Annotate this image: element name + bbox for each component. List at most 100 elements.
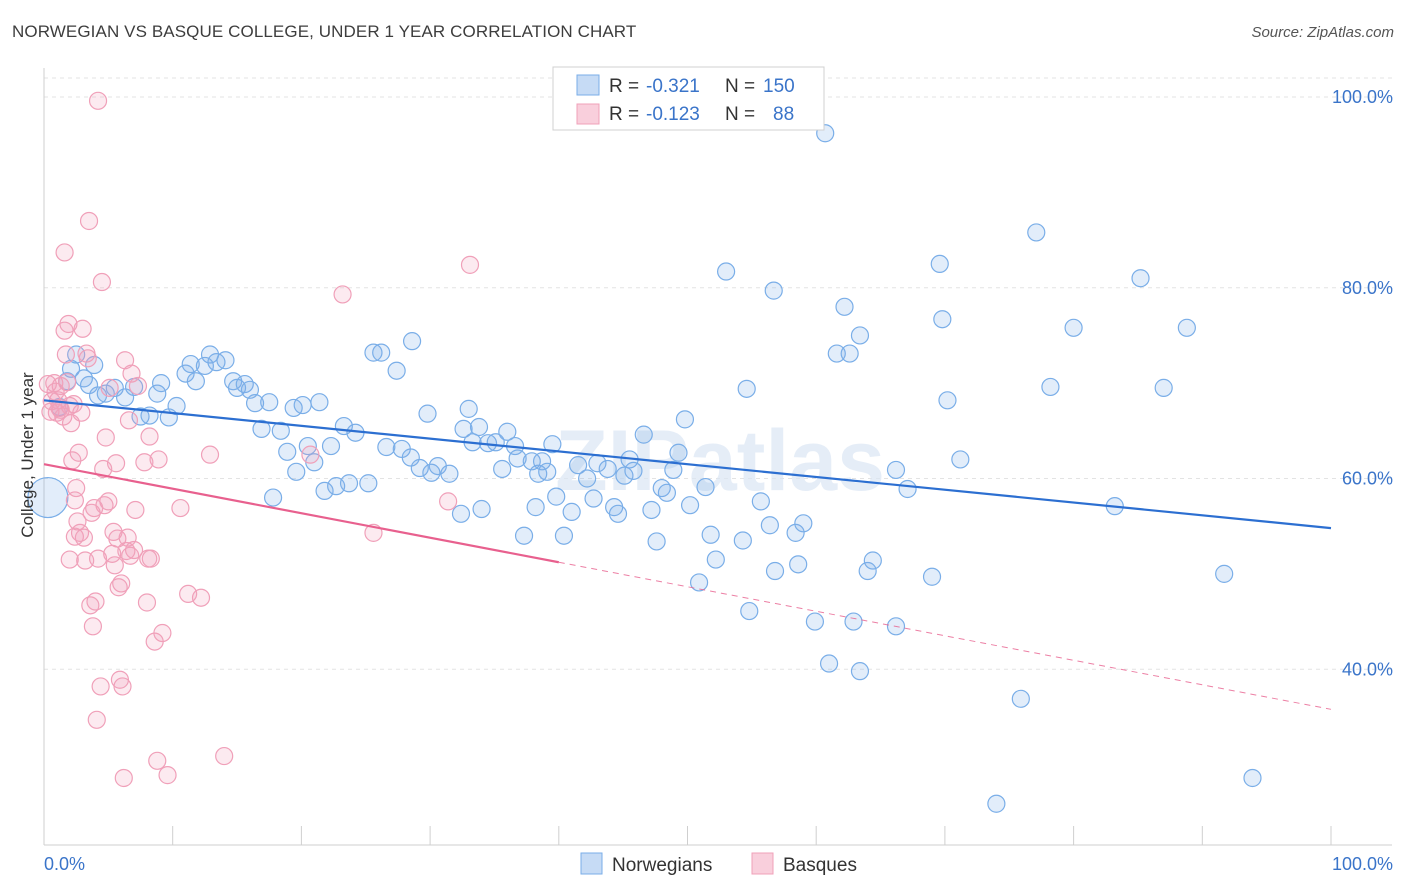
norwegians-point <box>696 477 715 497</box>
norwegians-point <box>260 393 279 412</box>
norwegians-series-swatch <box>580 852 603 875</box>
norwegians-point <box>930 254 949 274</box>
norwegians-points <box>27 124 1262 813</box>
norwegians-point <box>1011 689 1030 708</box>
norwegians-point <box>1243 768 1262 788</box>
basques-point <box>69 443 88 462</box>
norwegians-point <box>987 794 1006 813</box>
norwegians-point <box>634 425 653 444</box>
norwegians-point <box>364 343 383 362</box>
norwegians-point <box>359 474 378 493</box>
norwegians-point <box>310 393 329 412</box>
x-tick-label-right: 100.0% <box>1332 854 1393 874</box>
norwegians-point <box>410 458 429 478</box>
basques-point <box>114 768 133 788</box>
norwegians-point <box>401 448 420 467</box>
basques-point <box>100 378 119 397</box>
norwegians-point <box>680 496 700 515</box>
norwegians-point <box>740 601 759 621</box>
norwegians-point <box>498 422 517 441</box>
norwegians-point <box>764 281 783 300</box>
norwegians-point <box>186 372 205 391</box>
basques-trend-line <box>43 463 560 564</box>
basques-points <box>38 91 480 788</box>
norwegians-point <box>624 461 643 480</box>
norwegians-point <box>933 310 952 329</box>
basques-point <box>99 492 118 511</box>
y-tick-label-100: 100.0% <box>1332 87 1393 107</box>
norwegians-point <box>79 375 99 395</box>
norwegians-point <box>598 459 617 479</box>
norwegians-point <box>863 551 882 570</box>
norwegians-point <box>339 474 359 493</box>
norwegians-point <box>148 384 167 403</box>
norwegians-point <box>287 462 306 481</box>
norwegians-n-label: N = <box>725 76 755 97</box>
basques-point <box>135 453 154 472</box>
norwegians-point <box>562 502 581 521</box>
basques-point <box>200 445 220 464</box>
basques-point <box>460 255 480 274</box>
norwegians-point <box>195 356 214 376</box>
norwegians-point <box>584 489 603 508</box>
basques-point <box>137 593 157 612</box>
basques-point <box>439 492 458 511</box>
basques-point <box>72 403 91 422</box>
norwegians-point <box>786 523 805 542</box>
basques-point <box>86 592 105 611</box>
norwegians-point <box>532 452 552 471</box>
basques-point <box>333 285 352 304</box>
y-tick-label-80: 80.0% <box>1342 278 1393 298</box>
norwegians-point <box>578 469 597 488</box>
norwegians-point <box>547 487 566 506</box>
basques-point <box>51 400 70 419</box>
norwegians-point <box>938 391 957 410</box>
norwegians-point <box>657 483 677 502</box>
chart-title: NORWEGIAN VS BASQUE COLLEGE, UNDER 1 YEA… <box>12 22 637 41</box>
norwegians-point <box>321 436 341 456</box>
norwegians-point <box>819 654 839 673</box>
norwegians-point <box>27 476 69 519</box>
norwegians-point <box>1064 318 1083 337</box>
norwegians-point <box>418 404 437 423</box>
norwegians-point <box>1131 269 1150 288</box>
basques-trend-extension <box>558 561 1332 710</box>
basques-point <box>91 677 110 696</box>
norwegians-r-value: -0.321 <box>646 76 700 97</box>
basques-point <box>79 211 99 231</box>
trend-lines <box>43 399 1332 710</box>
basques-point <box>59 314 78 334</box>
source-label: Source: ZipAtlas.com <box>1251 24 1394 41</box>
norwegians-trend-line <box>43 399 1332 530</box>
basques-point <box>56 345 75 364</box>
norwegians-point <box>451 504 471 523</box>
norwegians-point <box>844 612 863 631</box>
norwegians-point <box>377 437 396 457</box>
basques-point <box>88 91 108 110</box>
norwegians-point <box>751 492 770 511</box>
norwegians-point <box>372 343 391 362</box>
norwegians-point <box>454 419 473 439</box>
basques-point <box>78 349 97 368</box>
basques-series-label: Basques <box>783 855 857 876</box>
basques-point <box>301 445 320 464</box>
norwegians-point <box>207 353 226 372</box>
norwegians-point <box>245 394 265 413</box>
basques-point <box>148 751 167 770</box>
norwegians-point <box>176 364 195 383</box>
norwegians-point <box>293 395 312 415</box>
norwegians-point <box>840 344 859 363</box>
norwegians-point <box>263 488 283 507</box>
norwegians-point <box>1027 223 1046 242</box>
basques-point <box>215 746 234 766</box>
basques-point <box>83 617 103 636</box>
basques-point <box>55 243 74 262</box>
norwegians-point <box>794 514 813 533</box>
norwegians-point <box>1177 318 1196 337</box>
norwegians-point <box>850 326 870 345</box>
norwegians-point <box>235 374 254 394</box>
basques-point <box>119 411 139 430</box>
norwegians-point <box>951 450 970 469</box>
norwegians-point <box>706 550 725 569</box>
